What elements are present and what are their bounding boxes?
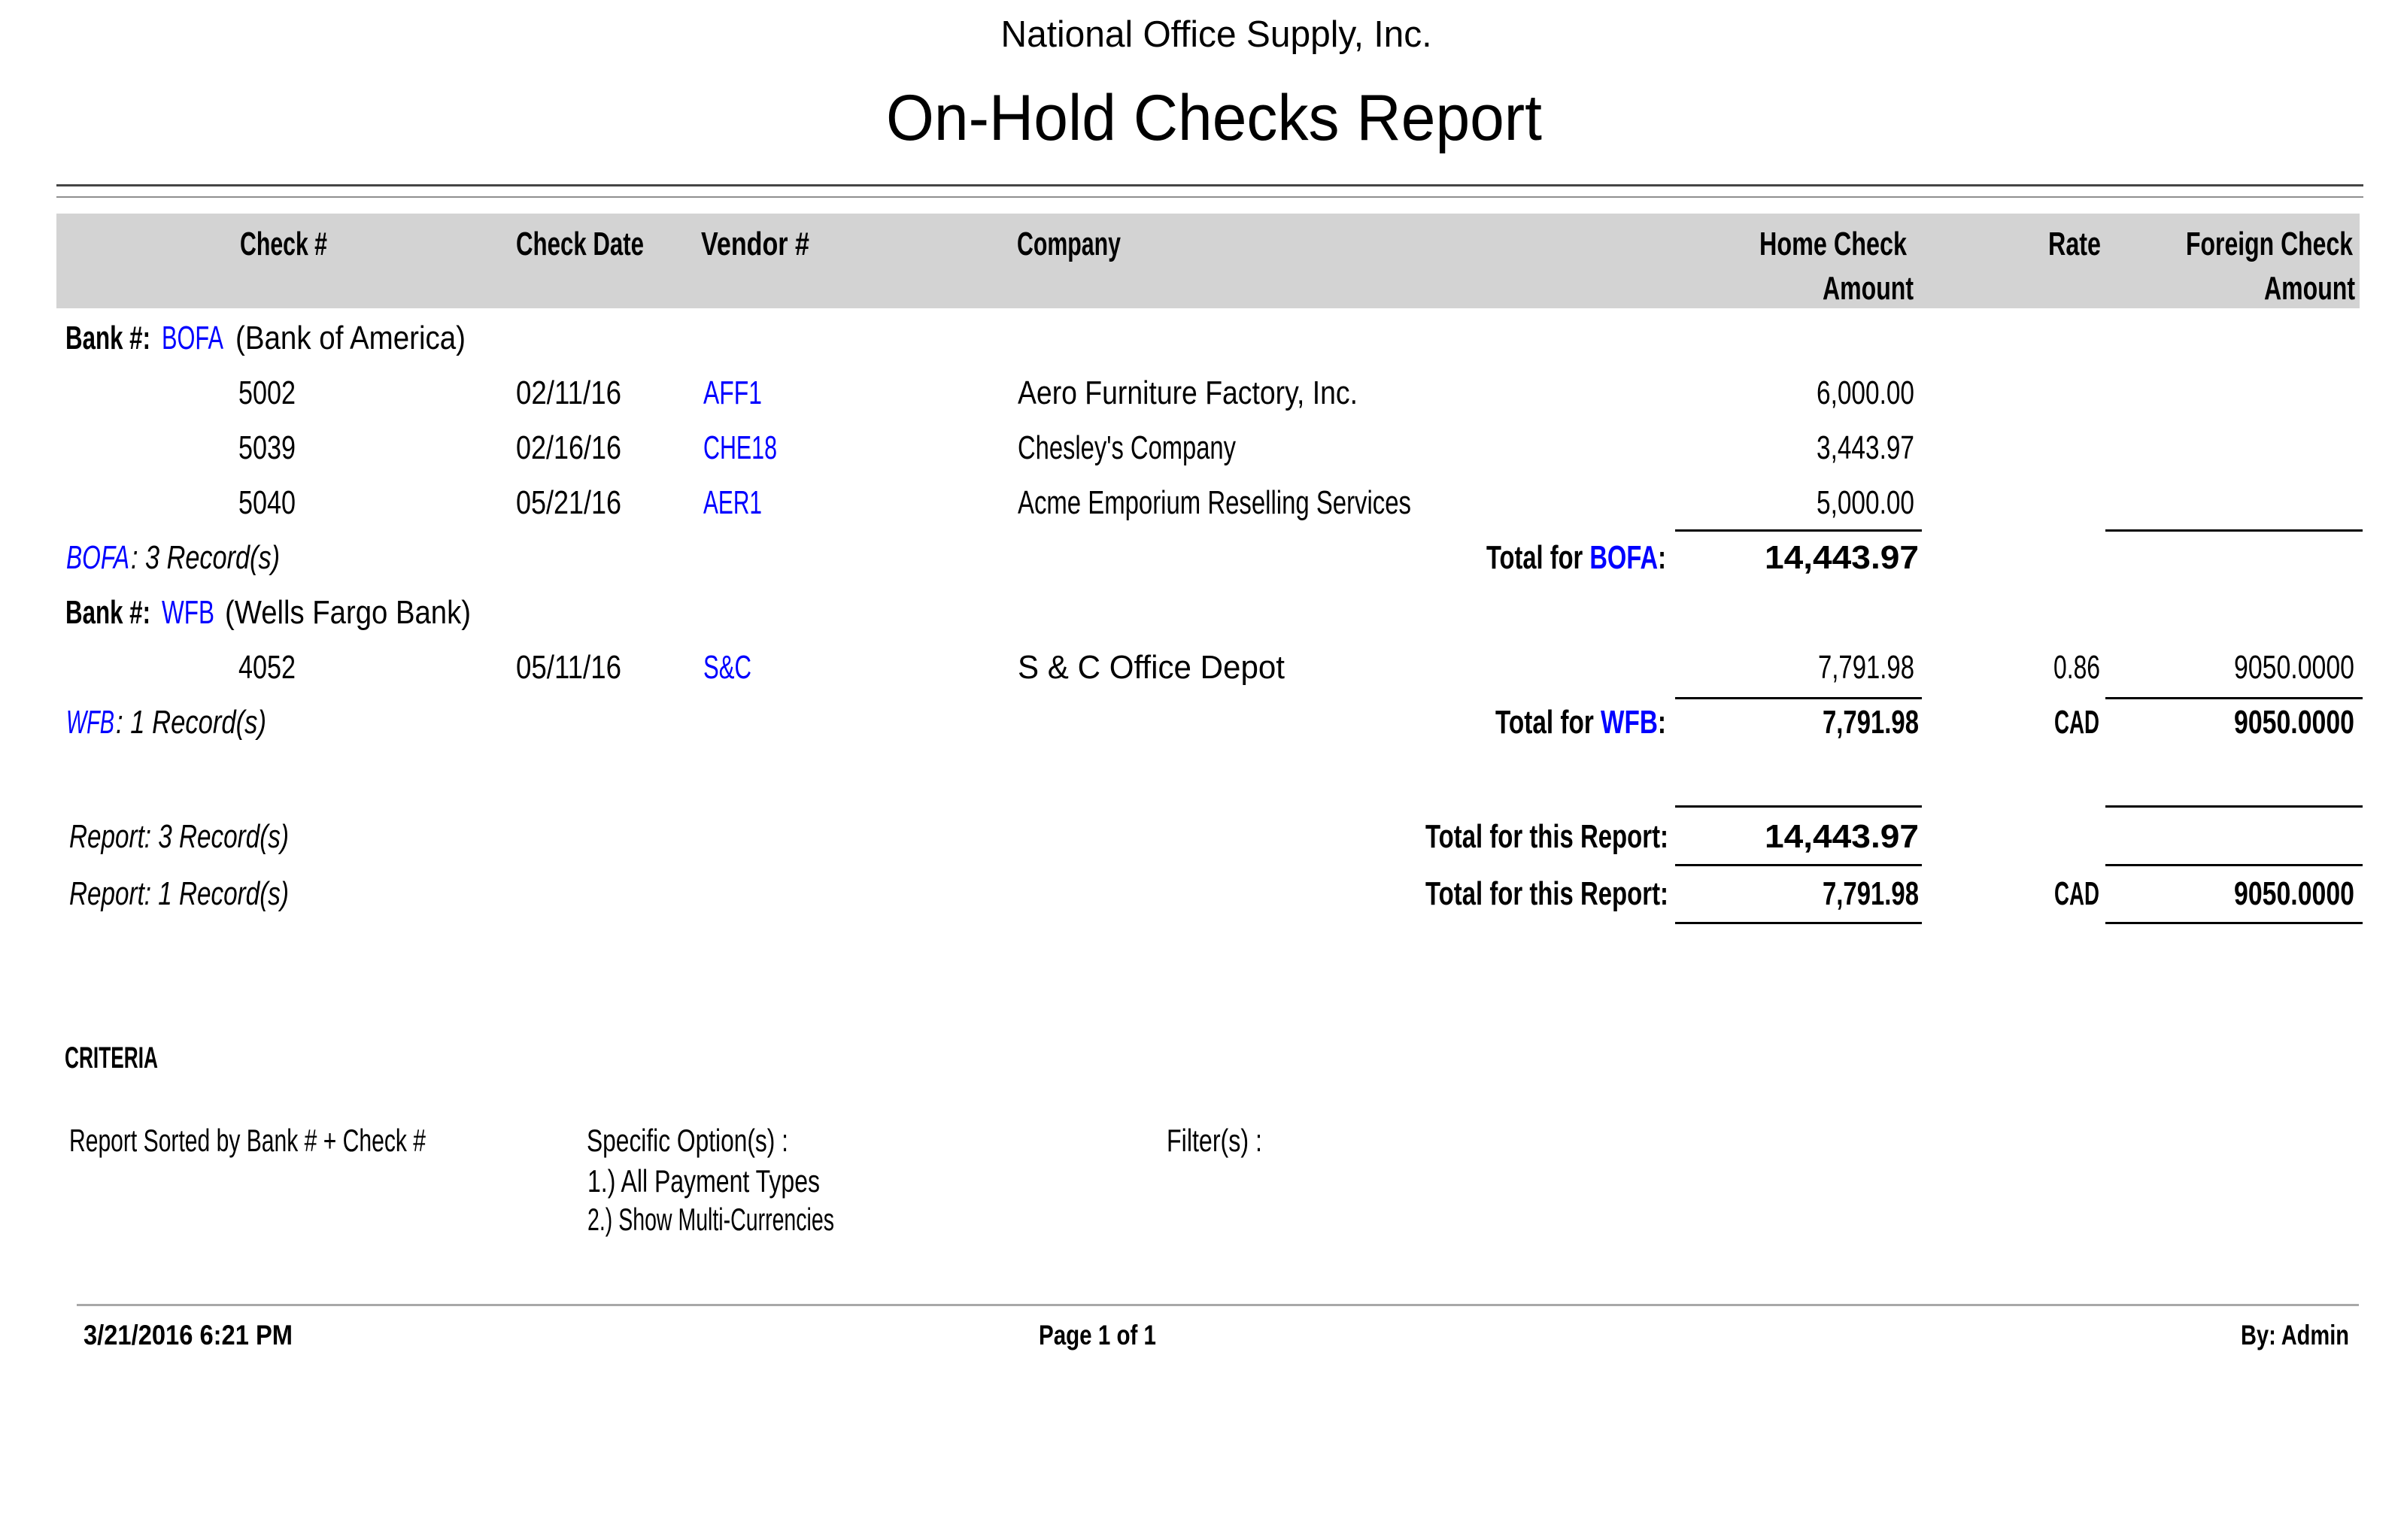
- svg-text:6,000.00: 6,000.00: [1817, 374, 1914, 411]
- svg-text:Bank #:: Bank #:: [65, 320, 150, 356]
- svg-text:AFF1: AFF1: [703, 374, 762, 411]
- svg-text:Check #: Check #: [240, 226, 327, 262]
- svg-text:3,443.97: 3,443.97: [1817, 429, 1914, 466]
- svg-text:4052: 4052: [238, 649, 296, 686]
- svg-text:S & C Office Depot: S & C Office Depot: [1018, 649, 1285, 686]
- svg-text:Vendor #: Vendor #: [701, 226, 809, 262]
- svg-text:5039: 5039: [238, 429, 296, 466]
- svg-text:02/11/16: 02/11/16: [516, 374, 621, 411]
- svg-text:National Office Supply, Inc.: National Office Supply, Inc.: [1001, 14, 1432, 55]
- svg-text:Home Check: Home Check: [1759, 226, 1907, 262]
- svg-text:9050.0000: 9050.0000: [2234, 649, 2354, 686]
- svg-text:Report Sorted by Bank # + Chec: Report Sorted by Bank # + Check #: [69, 1123, 426, 1158]
- svg-text:WFB: WFB: [66, 704, 114, 741]
- svg-text:Report: 1 Record(s): Report: 1 Record(s): [69, 875, 289, 912]
- svg-text:Report: 3 Record(s): Report: 3 Record(s): [69, 818, 289, 855]
- svg-text:: 3 Record(s): : 3 Record(s): [131, 539, 280, 576]
- svg-text:Page 1 of 1: Page 1 of 1: [1039, 1320, 1156, 1351]
- svg-text:5002: 5002: [238, 374, 296, 411]
- svg-text:Foreign Check: Foreign Check: [2186, 226, 2353, 262]
- svg-text:Chesley's Company: Chesley's Company: [1018, 429, 1236, 466]
- svg-text:9050.0000: 9050.0000: [2234, 704, 2354, 741]
- svg-text:By: Admin: By: Admin: [2241, 1320, 2349, 1351]
- svg-text:Total for WFB:: Total for WFB:: [1495, 704, 1666, 741]
- svg-text:S&C: S&C: [703, 649, 751, 686]
- svg-text:7,791.98: 7,791.98: [1818, 649, 1914, 686]
- svg-text:CAD: CAD: [2054, 875, 2099, 912]
- svg-text:CHE18: CHE18: [703, 429, 777, 466]
- svg-text:(Bank of America): (Bank of America): [235, 320, 466, 356]
- svg-text:Aero Furniture Factory, Inc.: Aero Furniture Factory, Inc.: [1018, 374, 1358, 411]
- svg-text:05/11/16: 05/11/16: [516, 649, 621, 686]
- svg-text:(Wells Fargo Bank): (Wells Fargo Bank): [225, 594, 471, 631]
- svg-text:05/21/16: 05/21/16: [516, 484, 621, 521]
- svg-text:CRITERIA: CRITERIA: [65, 1041, 158, 1075]
- svg-text:14,443.97: 14,443.97: [1765, 818, 1919, 855]
- svg-text:Company: Company: [1017, 226, 1121, 262]
- svg-text:Check Date: Check Date: [516, 226, 644, 262]
- svg-text:14,443.97: 14,443.97: [1765, 539, 1919, 576]
- svg-text:AER1: AER1: [703, 484, 762, 521]
- svg-text:CAD: CAD: [2054, 704, 2099, 741]
- svg-text:1.) All Payment Types: 1.) All Payment Types: [587, 1163, 820, 1199]
- svg-text:3/21/2016 6:21 PM: 3/21/2016 6:21 PM: [83, 1320, 293, 1351]
- svg-text:Filter(s) :: Filter(s) :: [1167, 1123, 1262, 1158]
- svg-text:7,791.98: 7,791.98: [1823, 875, 1919, 912]
- svg-text:5040: 5040: [238, 484, 296, 521]
- svg-text:Rate: Rate: [2048, 226, 2101, 262]
- svg-text:0.86: 0.86: [2053, 649, 2100, 686]
- svg-text:Amount: Amount: [2264, 270, 2355, 307]
- svg-text:Specific Option(s) :: Specific Option(s) :: [587, 1123, 788, 1158]
- svg-text:Amount: Amount: [1823, 270, 1914, 307]
- svg-text:On-Hold Checks Report: On-Hold Checks Report: [886, 82, 1542, 154]
- svg-text:Total for BOFA:: Total for BOFA:: [1486, 539, 1666, 576]
- svg-text:WFB: WFB: [162, 594, 214, 631]
- svg-text:Total for this Report:: Total for this Report:: [1425, 818, 1668, 855]
- svg-text:5,000.00: 5,000.00: [1817, 484, 1914, 521]
- svg-text:Bank #:: Bank #:: [65, 594, 150, 631]
- svg-text:: 1 Record(s): : 1 Record(s): [116, 704, 266, 741]
- svg-text:2.) Show Multi-Currencies: 2.) Show Multi-Currencies: [587, 1202, 834, 1237]
- svg-text:Total for this Report:: Total for this Report:: [1425, 875, 1668, 912]
- svg-text:02/16/16: 02/16/16: [516, 429, 621, 466]
- svg-text:7,791.98: 7,791.98: [1823, 704, 1919, 741]
- svg-text:Acme Emporium Reselling Servic: Acme Emporium Reselling Services: [1018, 484, 1411, 521]
- svg-text:BOFA: BOFA: [162, 320, 223, 356]
- svg-text:BOFA: BOFA: [66, 539, 129, 576]
- svg-text:9050.0000: 9050.0000: [2234, 875, 2354, 912]
